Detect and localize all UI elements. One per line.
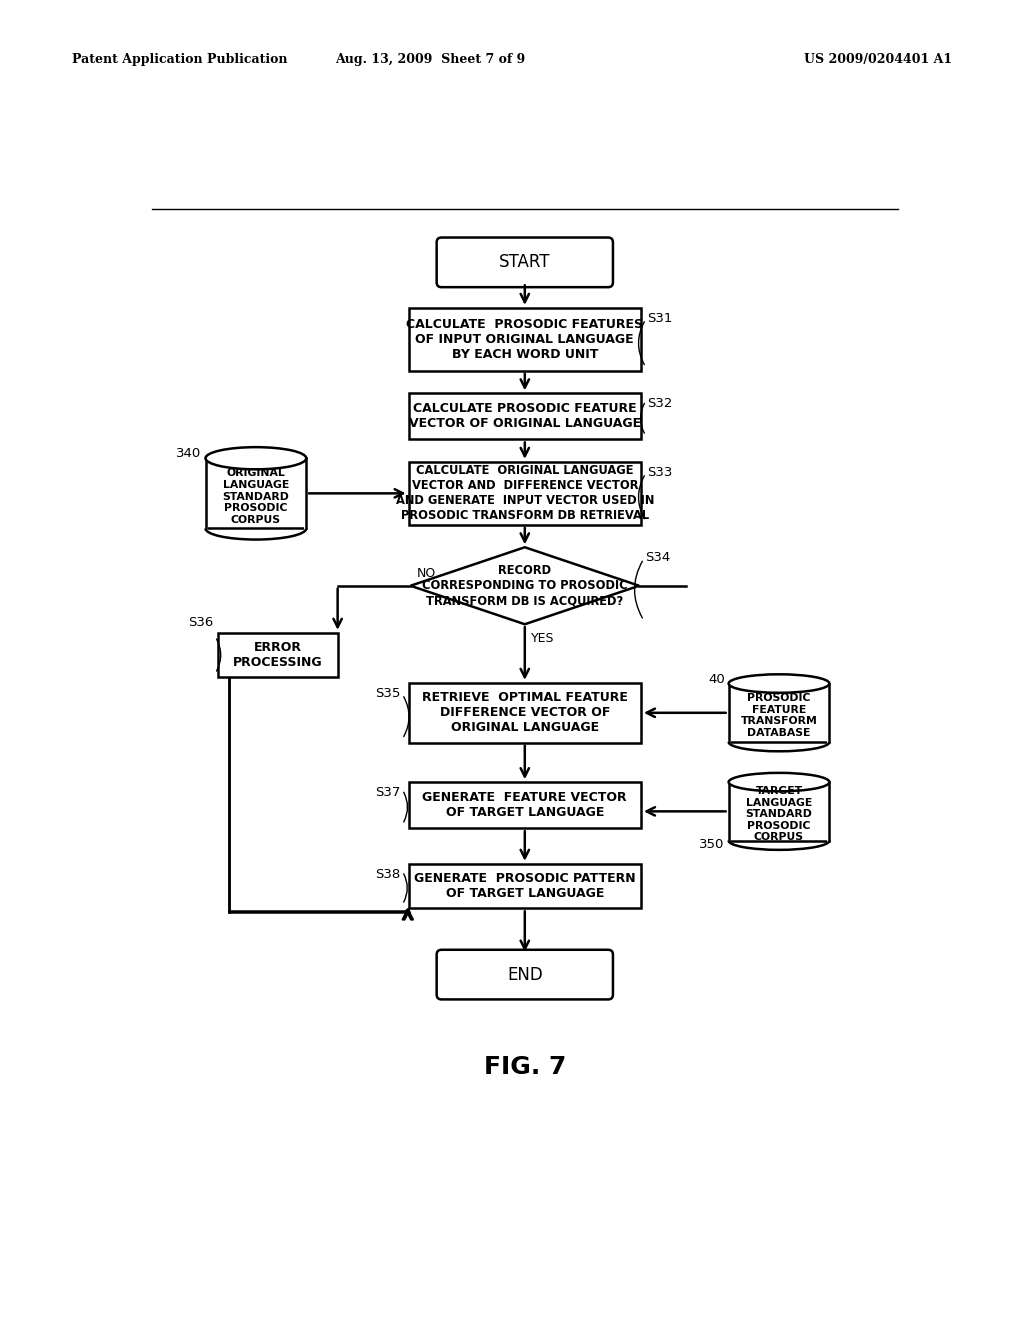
Bar xyxy=(409,462,641,525)
Text: Aug. 13, 2009  Sheet 7 of 9: Aug. 13, 2009 Sheet 7 of 9 xyxy=(335,53,525,66)
Text: S37: S37 xyxy=(376,785,400,799)
Ellipse shape xyxy=(729,774,829,792)
Text: ERROR
PROCESSING: ERROR PROCESSING xyxy=(232,642,323,669)
Text: CALCULATE  PROSODIC FEATURES
OF INPUT ORIGINAL LANGUAGE
BY EACH WORD UNIT: CALCULATE PROSODIC FEATURES OF INPUT ORI… xyxy=(407,318,643,360)
FancyBboxPatch shape xyxy=(436,950,613,999)
Bar xyxy=(729,781,829,841)
Text: GENERATE  FEATURE VECTOR
OF TARGET LANGUAGE: GENERATE FEATURE VECTOR OF TARGET LANGUA… xyxy=(423,791,627,820)
Bar xyxy=(729,684,829,742)
Bar xyxy=(217,632,338,677)
Text: S34: S34 xyxy=(645,552,671,564)
Text: TARGET
LANGUAGE
STANDARD
PROSODIC
CORPUS: TARGET LANGUAGE STANDARD PROSODIC CORPUS xyxy=(745,785,812,842)
Text: 350: 350 xyxy=(699,838,725,851)
Text: S36: S36 xyxy=(188,616,214,628)
Text: S33: S33 xyxy=(647,466,673,479)
Ellipse shape xyxy=(729,675,829,693)
FancyBboxPatch shape xyxy=(436,238,613,288)
Text: CALCULATE  ORIGINAL LANGUAGE
VECTOR AND  DIFFERENCE VECTOR
AND GENERATE  INPUT V: CALCULATE ORIGINAL LANGUAGE VECTOR AND D… xyxy=(395,465,654,523)
Polygon shape xyxy=(411,548,639,624)
Text: END: END xyxy=(507,966,543,983)
Bar xyxy=(409,781,641,829)
Text: PROSODIC
FEATURE
TRANSFORM
DATABASE: PROSODIC FEATURE TRANSFORM DATABASE xyxy=(740,693,817,738)
Text: S35: S35 xyxy=(376,686,400,700)
Bar xyxy=(409,308,641,371)
Text: RECORD
CORRESPONDING TO PROSODIC
TRANSFORM DB IS ACQUIRED?: RECORD CORRESPONDING TO PROSODIC TRANSFO… xyxy=(422,564,628,607)
Text: S31: S31 xyxy=(647,312,673,325)
Text: Patent Application Publication: Patent Application Publication xyxy=(72,53,287,66)
Bar xyxy=(206,458,306,528)
Text: S38: S38 xyxy=(376,867,400,880)
Text: GENERATE  PROSODIC PATTERN
OF TARGET LANGUAGE: GENERATE PROSODIC PATTERN OF TARGET LANG… xyxy=(414,873,636,900)
Text: CALCULATE PROSODIC FEATURE
VECTOR OF ORIGINAL LANGUAGE: CALCULATE PROSODIC FEATURE VECTOR OF ORI… xyxy=(409,403,641,430)
Text: NO: NO xyxy=(417,566,436,579)
Text: YES: YES xyxy=(531,632,555,645)
Text: S32: S32 xyxy=(647,397,673,411)
Bar xyxy=(409,682,641,743)
Text: FIG. 7: FIG. 7 xyxy=(483,1055,566,1078)
Bar xyxy=(409,863,641,908)
Ellipse shape xyxy=(206,447,306,470)
Bar xyxy=(409,393,641,440)
Text: ORIGINAL
LANGUAGE
STANDARD
PROSODIC
CORPUS: ORIGINAL LANGUAGE STANDARD PROSODIC CORP… xyxy=(222,469,290,525)
Text: 340: 340 xyxy=(176,447,202,461)
Text: US 2009/0204401 A1: US 2009/0204401 A1 xyxy=(804,53,952,66)
Text: 40: 40 xyxy=(708,673,725,686)
Text: RETRIEVE  OPTIMAL FEATURE
DIFFERENCE VECTOR OF
ORIGINAL LANGUAGE: RETRIEVE OPTIMAL FEATURE DIFFERENCE VECT… xyxy=(422,692,628,734)
Text: START: START xyxy=(499,253,551,272)
